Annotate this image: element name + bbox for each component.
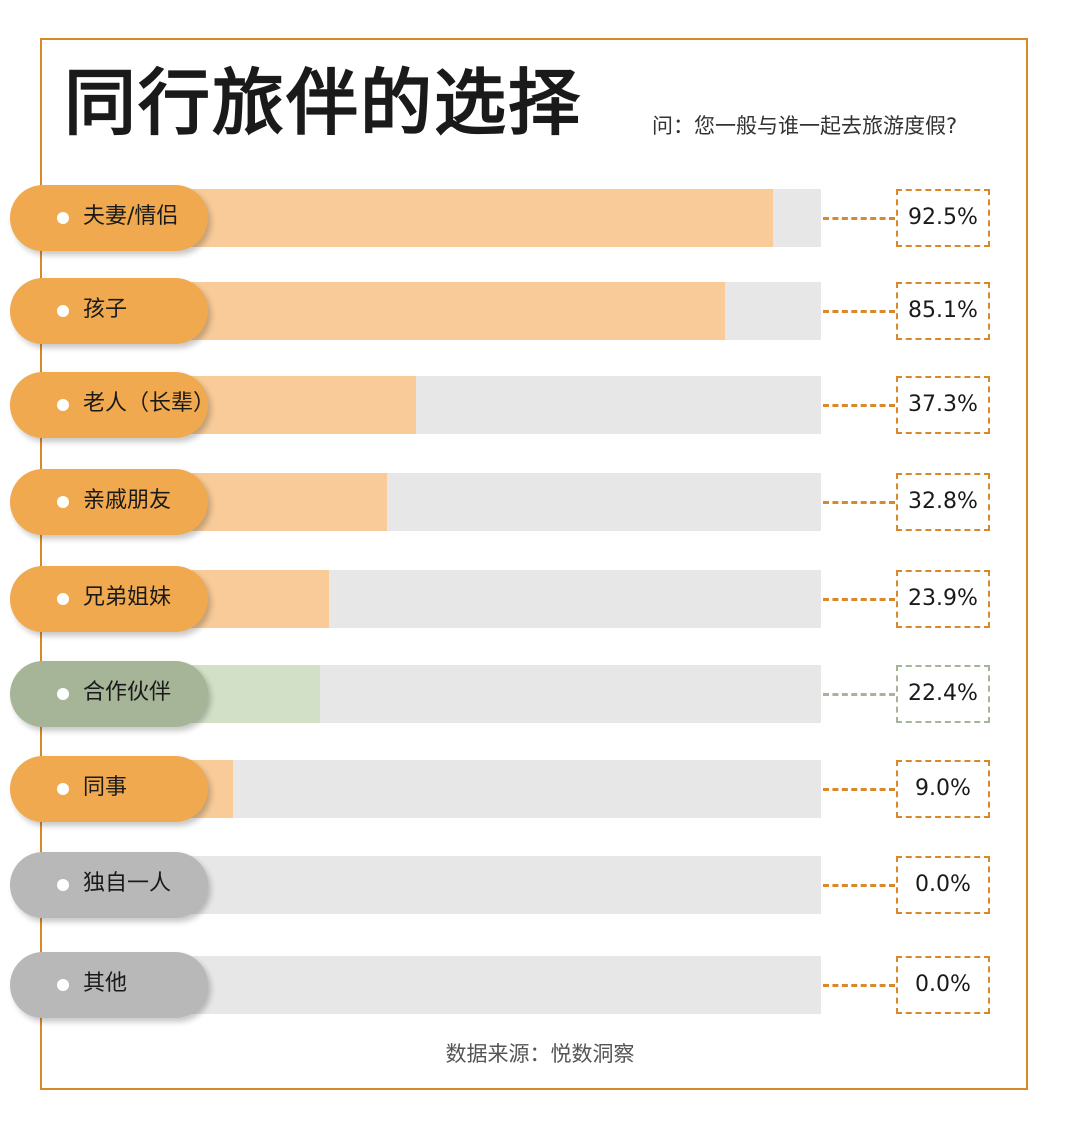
- value-label: 92.5%: [896, 189, 990, 247]
- value-label: 0.0%: [896, 856, 990, 914]
- bar-row: 合作伙伴 22.4%: [0, 661, 1080, 727]
- bar-track: [175, 570, 821, 628]
- value-label: 32.8%: [896, 473, 990, 531]
- bar-row: 老人（长辈） 37.3%: [0, 372, 1080, 438]
- value-label: 9.0%: [896, 760, 990, 818]
- bullet-dot-icon: [57, 783, 69, 795]
- value-label: 85.1%: [896, 282, 990, 340]
- bar-fill: [175, 189, 773, 247]
- bar-track: [175, 282, 821, 340]
- survey-question: 问：您一般与谁一起去旅游度假?: [652, 114, 958, 138]
- value-label: 22.4%: [896, 665, 990, 723]
- leader-line: [823, 598, 895, 601]
- category-pill: 独自一人: [10, 852, 208, 918]
- category-label: 其他: [83, 971, 128, 996]
- bar-row: 兄弟姐妹 23.9%: [0, 566, 1080, 632]
- category-pill: 孩子: [10, 278, 208, 344]
- leader-line: [823, 884, 895, 887]
- value-label: 0.0%: [896, 956, 990, 1014]
- category-pill: 夫妻/情侣: [10, 185, 208, 251]
- bar-fill: [175, 473, 387, 531]
- bullet-dot-icon: [57, 879, 69, 891]
- leader-line: [823, 984, 895, 987]
- bar-track: [175, 760, 821, 818]
- category-label: 夫妻/情侣: [83, 204, 179, 229]
- leader-line: [823, 788, 895, 791]
- leader-line: [823, 404, 895, 407]
- bar-track: [175, 189, 821, 247]
- category-pill: 兄弟姐妹: [10, 566, 208, 632]
- category-label: 独自一人: [83, 871, 172, 896]
- data-source: 数据来源：悦数洞察: [445, 1042, 635, 1066]
- bar-row: 其他 0.0%: [0, 952, 1080, 1018]
- bar-row: 夫妻/情侣 92.5%: [0, 185, 1080, 251]
- bar-track: [175, 473, 821, 531]
- bar-track: [175, 665, 821, 723]
- leader-line: [823, 501, 895, 504]
- bar-track: [175, 376, 821, 434]
- category-pill: 同事: [10, 756, 208, 822]
- category-label: 孩子: [83, 297, 128, 322]
- bullet-dot-icon: [57, 305, 69, 317]
- category-label: 亲戚朋友: [83, 488, 172, 513]
- category-pill: 亲戚朋友: [10, 469, 208, 535]
- category-pill: 其他: [10, 952, 208, 1018]
- chart-title: 同行旅伴的选择: [64, 60, 583, 145]
- bullet-dot-icon: [57, 496, 69, 508]
- bar-track: [175, 956, 821, 1014]
- leader-line: [823, 217, 895, 220]
- bar-row: 同事 9.0%: [0, 756, 1080, 822]
- bullet-dot-icon: [57, 399, 69, 411]
- chart-frame: [40, 38, 1028, 1090]
- bar-row: 独自一人 0.0%: [0, 852, 1080, 918]
- category-pill: 合作伙伴: [10, 661, 208, 727]
- value-label: 37.3%: [896, 376, 990, 434]
- category-label: 合作伙伴: [83, 680, 172, 705]
- category-label: 兄弟姐妹: [83, 585, 172, 610]
- bar-fill: [175, 376, 416, 434]
- bullet-dot-icon: [57, 593, 69, 605]
- category-label: 老人（长辈）: [83, 391, 216, 416]
- leader-line: [823, 693, 895, 696]
- bar-row: 孩子 85.1%: [0, 278, 1080, 344]
- bar-track: [175, 856, 821, 914]
- category-pill: 老人（长辈）: [10, 372, 215, 438]
- bullet-dot-icon: [57, 688, 69, 700]
- bullet-dot-icon: [57, 212, 69, 224]
- bar-row: 亲戚朋友 32.8%: [0, 469, 1080, 535]
- value-label: 23.9%: [896, 570, 990, 628]
- bullet-dot-icon: [57, 979, 69, 991]
- leader-line: [823, 310, 895, 313]
- category-label: 同事: [83, 775, 128, 800]
- bar-fill: [175, 282, 725, 340]
